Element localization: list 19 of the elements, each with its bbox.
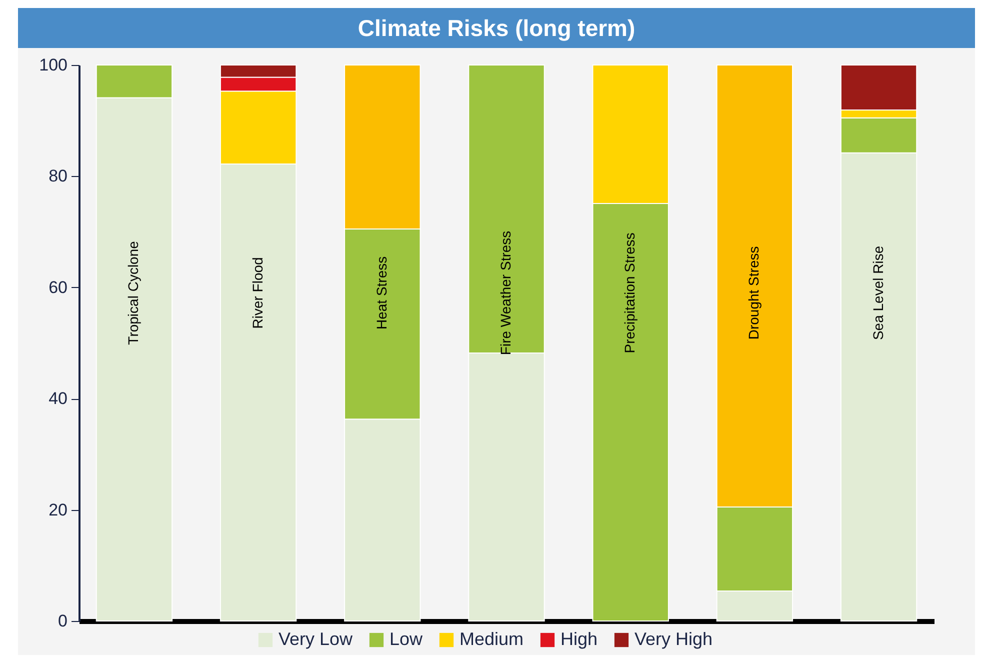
x-tick-label: Precipitation Stress: [622, 232, 638, 354]
y-tick-label: 0: [58, 612, 68, 630]
x-tick-label: Heat Stress: [373, 256, 390, 330]
y-tick-label: 20: [48, 500, 68, 520]
y-tick-label: 100: [39, 56, 68, 74]
y-tick-label: 40: [48, 389, 68, 408]
legend-label: Low: [390, 629, 424, 649]
x-tick-label: Tropical Cyclone: [125, 240, 142, 345]
x-tick-label: River Flood: [249, 257, 266, 329]
legend-label: Medium: [460, 629, 524, 649]
chart-title: Climate Risks (long term): [18, 8, 975, 48]
y-tick-label: 60: [48, 278, 68, 297]
legend-label: Very High: [634, 629, 713, 649]
legend-label: Very Low: [278, 629, 354, 649]
y-tick-label: 80: [48, 166, 68, 186]
x-tick-label: Sea Level Rise: [870, 246, 886, 340]
legend-label: High: [560, 629, 598, 649]
x-tick-label: Drought Stress: [746, 246, 762, 340]
x-tick-label: Fire Weather Stress: [498, 230, 514, 356]
